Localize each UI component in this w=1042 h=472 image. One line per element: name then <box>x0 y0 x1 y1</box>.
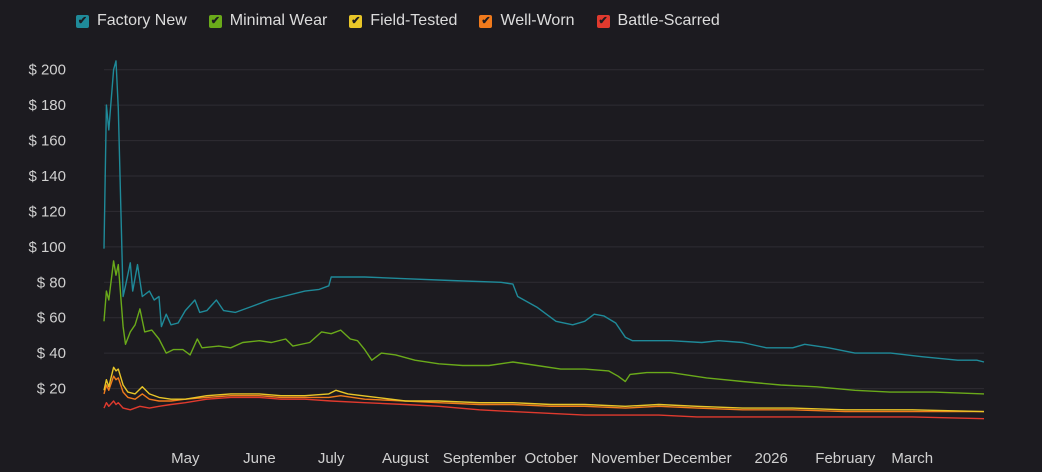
checkbox-checked-icon[interactable]: ✔ <box>349 14 363 28</box>
series-line-battle-scarred <box>103 396 985 420</box>
legend-label: Minimal Wear <box>229 12 328 29</box>
grid-lines <box>104 69 984 390</box>
series-lines <box>103 60 985 420</box>
x-tick-label: November <box>591 450 660 467</box>
checkbox-checked-icon[interactable]: ✔ <box>596 14 610 28</box>
x-tick-label: December <box>662 450 731 467</box>
y-axis: $ 20 $ 40 $ 60 $ 80 $ 100 $ 120 $ 140 $ 160 $ 18… <box>28 62 66 398</box>
series-line-factory-new <box>103 60 985 363</box>
legend-item-battle-scarred[interactable]: ✔ Battle-Scarred <box>596 12 720 30</box>
x-tick-label: September <box>443 450 516 467</box>
series-line-well-worn <box>103 375 984 413</box>
y-tick-label: $ 140 <box>28 168 66 185</box>
y-tick-label: $ 100 <box>28 239 66 256</box>
y-tick-label: $ 120 <box>28 203 66 220</box>
x-tick-label: October <box>524 450 577 467</box>
y-tick-label: $ 60 <box>37 310 66 327</box>
x-tick-label: August <box>382 450 430 467</box>
legend-item-field-tested[interactable]: ✔ Field-Tested <box>349 12 457 30</box>
legend-label: Battle-Scarred <box>617 12 720 29</box>
series-line-minimal-wear <box>103 260 985 395</box>
x-axis: May June July August September October Novembe… <box>171 450 933 467</box>
legend-label: Factory New <box>97 12 187 29</box>
legend: ✔ Factory New ✔ Minimal Wear ✔ Field-Tested ✔ W… <box>76 10 720 32</box>
x-tick-label: July <box>318 450 345 467</box>
x-tick-label: March <box>891 450 933 467</box>
series-line-field-tested <box>103 366 985 413</box>
legend-item-factory-new[interactable]: ✔ Factory New <box>76 12 187 30</box>
y-tick-label: $ 20 <box>37 381 66 398</box>
legend-item-well-worn[interactable]: ✔ Well-Worn <box>479 12 575 30</box>
y-tick-label: $ 160 <box>28 133 66 150</box>
x-tick-label: February <box>815 450 876 467</box>
y-tick-label: $ 40 <box>37 345 66 362</box>
checkbox-checked-icon[interactable]: ✔ <box>479 14 493 28</box>
legend-label: Field-Tested <box>370 12 458 29</box>
x-tick-label: June <box>243 450 276 467</box>
legend-label: Well-Worn <box>500 12 575 29</box>
x-tick-label: 2026 <box>754 450 787 467</box>
checkbox-checked-icon[interactable]: ✔ <box>76 14 89 28</box>
y-tick-label: $ 200 <box>28 62 66 79</box>
x-tick-label: May <box>171 450 200 467</box>
checkbox-checked-icon[interactable]: ✔ <box>208 14 222 28</box>
legend-item-minimal-wear[interactable]: ✔ Minimal Wear <box>208 12 328 30</box>
y-tick-label: $ 80 <box>37 274 66 291</box>
y-tick-label: $ 180 <box>28 97 66 114</box>
